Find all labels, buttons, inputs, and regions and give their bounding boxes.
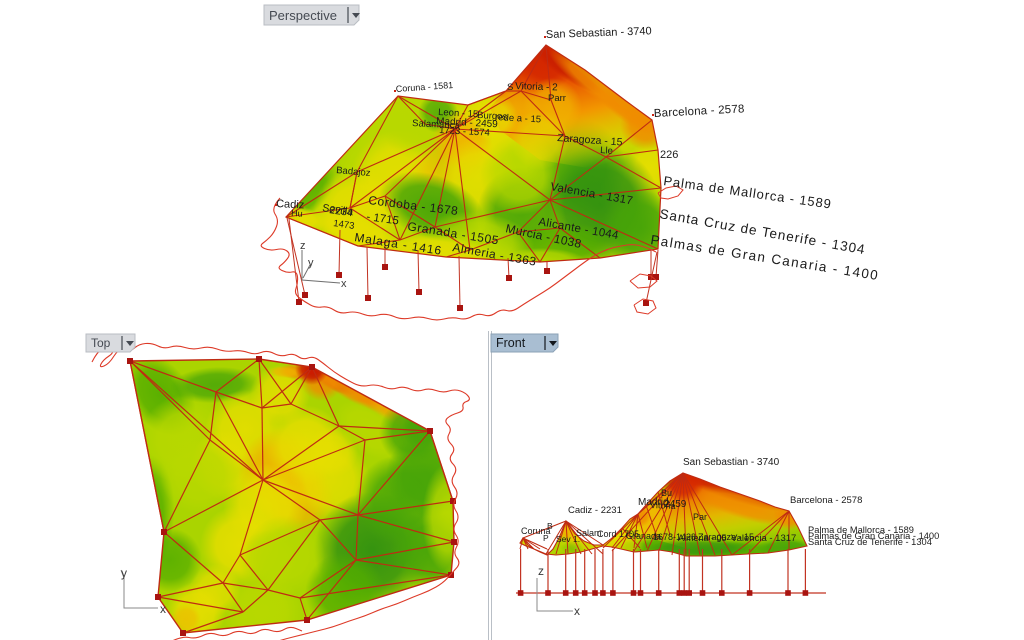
svg-text:Cord 1705: Cord 1705 xyxy=(597,529,639,539)
svg-text:y: y xyxy=(308,257,314,269)
svg-text:Palmas de Gran Canaria - 1400: Palmas de Gran Canaria - 1400 xyxy=(808,531,939,541)
svg-text:Coruna: Coruna xyxy=(521,526,551,536)
svg-text:Parr: Parr xyxy=(548,93,566,104)
svg-text:Almeria - 05: Almeria - 05 xyxy=(678,533,727,543)
svg-text:x: x xyxy=(341,278,347,290)
svg-text:1678-1428: 1678-1428 xyxy=(653,532,696,542)
svg-text:Palma de Mallorca - 1589: Palma de Mallorca - 1589 xyxy=(808,525,914,535)
svg-text:B: B xyxy=(547,521,553,531)
svg-text:Zaragoza - 15: Zaragoza - 15 xyxy=(557,132,623,149)
svg-text:Vitoria: Vitoria xyxy=(650,500,676,511)
svg-text:Badajoz: Badajoz xyxy=(336,165,371,179)
svg-text:Vitoria - 2: Vitoria - 2 xyxy=(515,81,558,93)
svg-text:Sev 1.: Sev 1. xyxy=(556,534,580,544)
svg-text:Valencia - 1317: Valencia - 1317 xyxy=(731,533,796,544)
svg-text:Madrid: Madrid xyxy=(638,497,669,508)
svg-text:Perspective: Perspective xyxy=(269,8,337,23)
svg-text:Coruna - 1581: Coruna - 1581 xyxy=(395,80,453,94)
svg-text:Salamanca: Salamanca xyxy=(412,118,461,132)
svg-text:Lle: Lle xyxy=(600,145,613,157)
svg-text:1723 - 1574: 1723 - 1574 xyxy=(439,125,490,139)
svg-text:Santa Cruz de Tenerife - 1304: Santa Cruz de Tenerife - 1304 xyxy=(808,537,932,547)
svg-text:Cadiz: Cadiz xyxy=(276,198,305,211)
svg-text:1473: 1473 xyxy=(333,218,355,232)
svg-text:Leon - 15: Leon - 15 xyxy=(438,107,479,120)
svg-text:x: x xyxy=(160,602,166,616)
svg-text:S: S xyxy=(507,82,513,93)
svg-text:Granada: Granada xyxy=(626,531,661,541)
svg-text:Zaragoza - 15: Zaragoza - 15 xyxy=(698,532,754,542)
svg-text:2234: 2234 xyxy=(329,204,354,219)
svg-text:Burgos: Burgos xyxy=(477,110,508,123)
svg-text:Madrid - 2459: Madrid - 2459 xyxy=(436,116,499,130)
svg-text:- 2459: - 2459 xyxy=(658,499,687,510)
svg-text:P: P xyxy=(543,533,549,543)
svg-text:y: y xyxy=(121,566,127,580)
svg-text:Sevilla: Sevilla xyxy=(322,202,354,218)
svg-text:Hu: Hu xyxy=(291,208,303,219)
svg-text:San Sebastian - 3740: San Sebastian - 3740 xyxy=(683,457,780,468)
svg-text:Front: Front xyxy=(496,336,526,350)
svg-text:Par: Par xyxy=(693,512,707,522)
svg-text:rede a - 15: rede a - 15 xyxy=(495,112,541,125)
svg-text:- 1715: - 1715 xyxy=(366,211,400,227)
svg-text:Barcelona - 2578: Barcelona - 2578 xyxy=(654,103,745,120)
svg-text:z: z xyxy=(538,564,544,578)
svg-text:226: 226 xyxy=(660,149,678,161)
svg-text:Barcelona - 2578: Barcelona - 2578 xyxy=(790,495,862,506)
svg-text:z: z xyxy=(300,240,306,252)
svg-text:Bu: Bu xyxy=(661,488,672,498)
svg-text:x: x xyxy=(574,604,580,618)
svg-text:San Sebastian - 3740: San Sebastian - 3740 xyxy=(546,25,652,41)
svg-text:Salam: Salam xyxy=(576,528,602,538)
svg-text:Top: Top xyxy=(91,336,111,350)
svg-text:Cadiz - 2231: Cadiz - 2231 xyxy=(568,505,622,516)
